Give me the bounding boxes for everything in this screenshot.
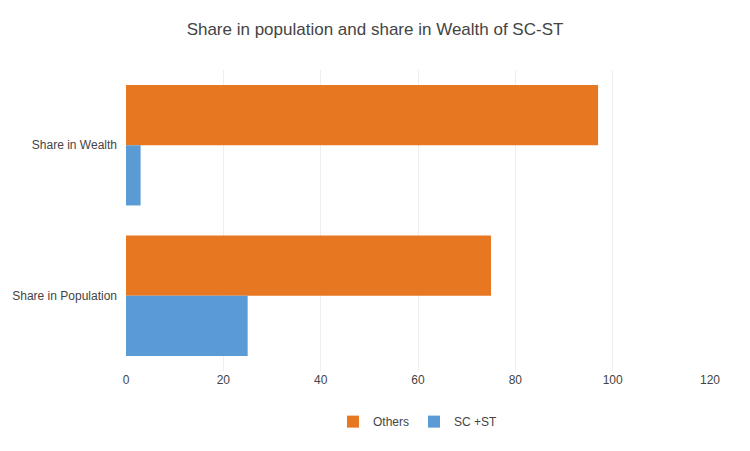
svg-text:20: 20 bbox=[217, 373, 231, 387]
svg-text:SC +ST: SC +ST bbox=[454, 415, 497, 429]
svg-text:40: 40 bbox=[314, 373, 328, 387]
svg-text:Share in Population: Share in Population bbox=[12, 289, 117, 303]
svg-text:Share in Wealth: Share in Wealth bbox=[32, 138, 117, 152]
svg-text:Share in population and share: Share in population and share in Wealth … bbox=[187, 20, 564, 39]
svg-text:Others: Others bbox=[373, 415, 409, 429]
svg-text:80: 80 bbox=[509, 373, 523, 387]
svg-text:0: 0 bbox=[123, 373, 130, 387]
svg-text:120: 120 bbox=[700, 373, 720, 387]
svg-text:100: 100 bbox=[603, 373, 623, 387]
svg-text:60: 60 bbox=[411, 373, 425, 387]
